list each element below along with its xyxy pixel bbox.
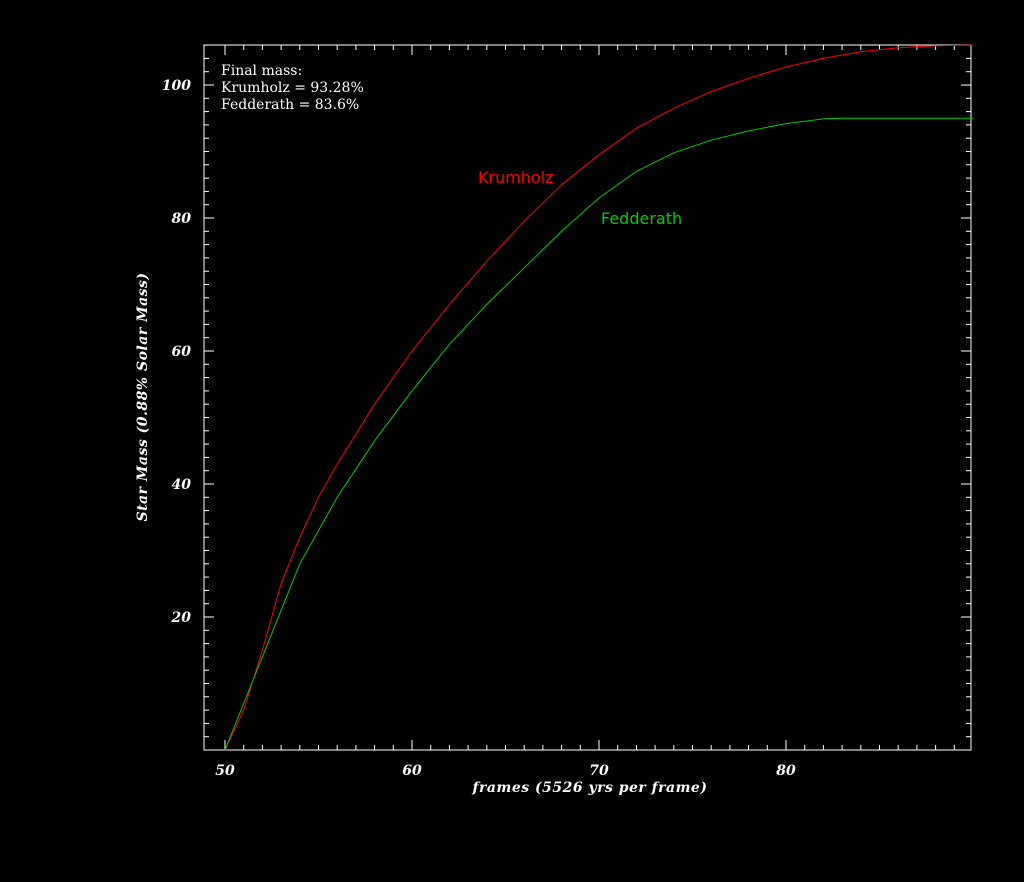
x-tick-labels: 50 60 70 80: [215, 763, 796, 779]
y-tick-label: 40: [172, 477, 192, 493]
final-mass-annotation: Final mass: Krumholz = 93.28% Fedderath …: [221, 63, 364, 113]
y-tick-label: 20: [171, 610, 192, 626]
major-ticks: [204, 45, 971, 750]
y-tick-labels: 20 40 60 80 100: [162, 78, 191, 626]
y-axis-title: Star Mass (0.88% Solar Mass): [135, 272, 151, 521]
annotation-line-1: Final mass:: [221, 63, 302, 79]
minor-ticks: [204, 44, 971, 750]
y-tick-label: 80: [172, 211, 192, 227]
series-line-krumholz: [224, 44, 974, 751]
y-tick-label: 100: [162, 78, 191, 94]
x-tick-label: 70: [589, 763, 609, 779]
plot-frame: [203, 44, 972, 751]
annotation-line-3: Fedderath = 83.6%: [221, 97, 359, 113]
x-tick-label: 80: [776, 763, 796, 779]
x-tick-label: 60: [402, 763, 422, 779]
y-tick-label: 60: [172, 344, 192, 360]
series-label-krumholz: Krumholz: [478, 168, 554, 187]
series-line-fedderath: [224, 117, 973, 751]
x-tick-label: 50: [215, 763, 235, 779]
series-lines: [224, 44, 974, 751]
series-label-fedderath: Fedderath: [601, 209, 682, 228]
annotation-line-2: Krumholz = 93.28%: [221, 80, 364, 96]
x-axis-title: frames (5526 yrs per frame): [472, 780, 708, 796]
